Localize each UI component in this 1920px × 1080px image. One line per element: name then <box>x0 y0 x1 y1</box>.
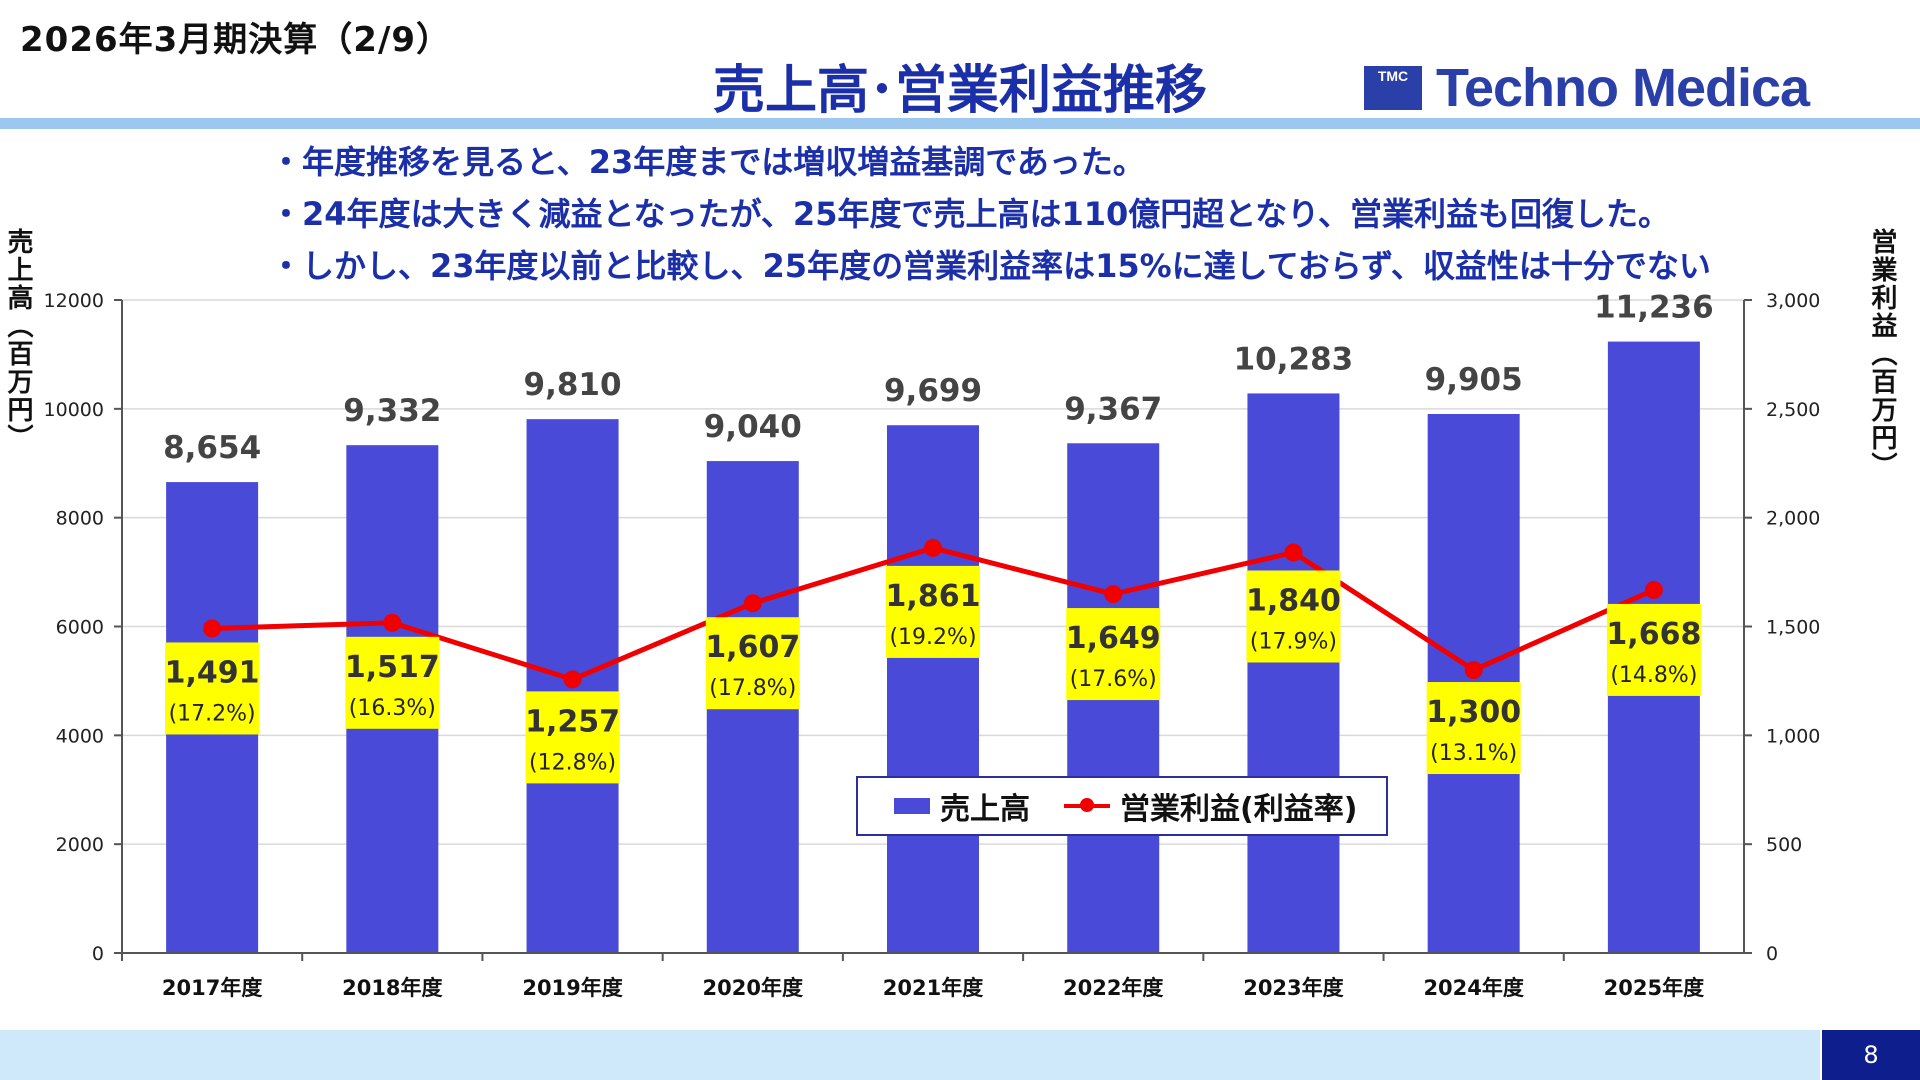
profit-value-label: 1,668 <box>1606 617 1701 652</box>
profit-label-box <box>525 691 620 784</box>
bullet-3: ・しかし、23年度以前と比較し、25年度の営業利益率は15%に達しておらず、収益… <box>270 247 1711 285</box>
bar-value-label: 9,332 <box>343 393 441 429</box>
profit-label-box <box>705 617 800 710</box>
y-tick-label-right: 1,500 <box>1766 617 1820 639</box>
y-tick-label-left: 12000 <box>44 290 104 312</box>
y-tick-label-left: 6000 <box>56 617 104 639</box>
profit-label-box <box>1246 570 1341 663</box>
bar-value-label: 9,367 <box>1064 391 1162 427</box>
profit-label-box <box>1426 682 1521 775</box>
profit-margin-label: (12.8%) <box>529 750 616 775</box>
x-tick-label: 2023年度 <box>1243 976 1343 1000</box>
bar-value-label: 8,654 <box>163 430 261 466</box>
bar-value-label: 9,905 <box>1425 362 1523 398</box>
footer-bar <box>0 1030 1820 1080</box>
profit-margin-label: (17.9%) <box>1250 629 1337 654</box>
page-title: 売上高･営業利益推移 <box>712 61 1207 121</box>
period-label: 2026年3月期決算（2/9） <box>20 20 452 60</box>
profit-margin-label: (13.1%) <box>1430 741 1517 766</box>
x-tick-label: 2025年度 <box>1604 976 1704 1000</box>
logo-mark: TMC <box>1364 66 1422 110</box>
profit-label-box <box>165 642 260 735</box>
y-tick-label-right: 0 <box>1766 943 1778 965</box>
legend-line-label: 営業利益(利益率) <box>1120 792 1358 827</box>
profit-marker <box>383 613 402 632</box>
profit-marker <box>1104 585 1123 604</box>
profit-value-label: 1,257 <box>525 704 620 739</box>
x-tick-label: 2018年度 <box>342 976 442 1000</box>
profit-margin-label: (16.3%) <box>349 696 436 721</box>
y-axis-left-label: 売上高（百万円） <box>3 228 33 452</box>
x-tick-label: 2017年度 <box>162 976 262 1000</box>
bar-value-label: 11,236 <box>1594 290 1714 326</box>
profit-marker <box>203 619 222 638</box>
bar-value-label: 9,040 <box>704 409 802 445</box>
profit-margin-label: (17.6%) <box>1070 667 1157 692</box>
company-logo: TMC Techno Medica <box>1364 58 1810 118</box>
x-tick-label: 2022年度 <box>1063 976 1163 1000</box>
profit-margin-label: (19.2%) <box>889 625 976 650</box>
y-tick-label-right: 500 <box>1766 834 1802 856</box>
profit-margin-label: (17.8%) <box>709 676 796 701</box>
profit-value-label: 1,840 <box>1246 583 1341 618</box>
y-axis-right-label: 営業利益（百万円） <box>1867 228 1897 480</box>
profit-label-box <box>1066 608 1161 701</box>
bullet-2: ・24年度は大きく減益となったが、25年度で売上高は110億円超となり、営業利益… <box>270 195 1671 233</box>
bar-value-label: 9,699 <box>884 373 982 409</box>
profit-label-box <box>345 636 440 729</box>
legend-bar-swatch <box>894 798 930 814</box>
profit-value-label: 1,300 <box>1426 695 1521 730</box>
profit-value-label: 1,861 <box>886 579 981 614</box>
summary-bullets: ・年度推移を見ると、23年度までは増収増益基調であった。 ・24年度は大きく減益… <box>270 136 1770 292</box>
chart-legend: 売上高 営業利益(利益率) <box>856 776 1388 836</box>
legend-bar-label: 売上高 <box>940 792 1030 827</box>
profit-label-box <box>886 565 980 658</box>
profit-margin-label: (17.2%) <box>169 701 256 726</box>
x-tick-label: 2021年度 <box>883 976 983 1000</box>
profit-value-label: 1,491 <box>165 655 260 690</box>
profit-marker <box>743 594 762 613</box>
profit-value-label: 1,607 <box>705 630 800 665</box>
bar-value-label: 9,810 <box>524 367 622 403</box>
bar-sales <box>887 425 979 953</box>
bar-sales <box>1247 393 1340 953</box>
profit-marker <box>924 538 942 557</box>
profit-marker <box>1464 661 1483 680</box>
profit-value-label: 1,649 <box>1066 621 1161 656</box>
x-tick-label: 2020年度 <box>703 976 803 1000</box>
y-tick-label-left: 10000 <box>44 399 104 421</box>
y-tick-label-left: 0 <box>92 943 104 965</box>
bullet-1: ・年度推移を見ると、23年度までは増収増益基調であった。 <box>270 143 1145 181</box>
profit-marker <box>563 670 582 689</box>
y-tick-label-right: 1,000 <box>1766 725 1820 747</box>
logo-text: Techno Medica <box>1436 58 1810 118</box>
profit-margin-label: (14.8%) <box>1610 663 1697 688</box>
y-tick-label-left: 4000 <box>56 725 104 747</box>
y-tick-label-right: 2,000 <box>1766 508 1820 530</box>
y-tick-label-left: 8000 <box>56 508 104 530</box>
y-tick-label-left: 2000 <box>56 834 104 856</box>
profit-marker <box>1284 543 1303 562</box>
profit-value-label: 1,517 <box>345 650 440 685</box>
y-tick-label-right: 2,500 <box>1766 399 1820 421</box>
x-tick-label: 2024年度 <box>1423 976 1523 1000</box>
x-tick-label: 2019年度 <box>522 976 622 1000</box>
page-number: 8 <box>1822 1030 1920 1080</box>
profit-marker <box>1644 580 1663 599</box>
y-tick-label-right: 3,000 <box>1766 290 1820 312</box>
legend-line-swatch <box>1064 798 1110 812</box>
bar-value-label: 10,283 <box>1234 341 1354 377</box>
profit-label-box <box>1606 603 1701 696</box>
header-rule <box>0 118 1920 129</box>
